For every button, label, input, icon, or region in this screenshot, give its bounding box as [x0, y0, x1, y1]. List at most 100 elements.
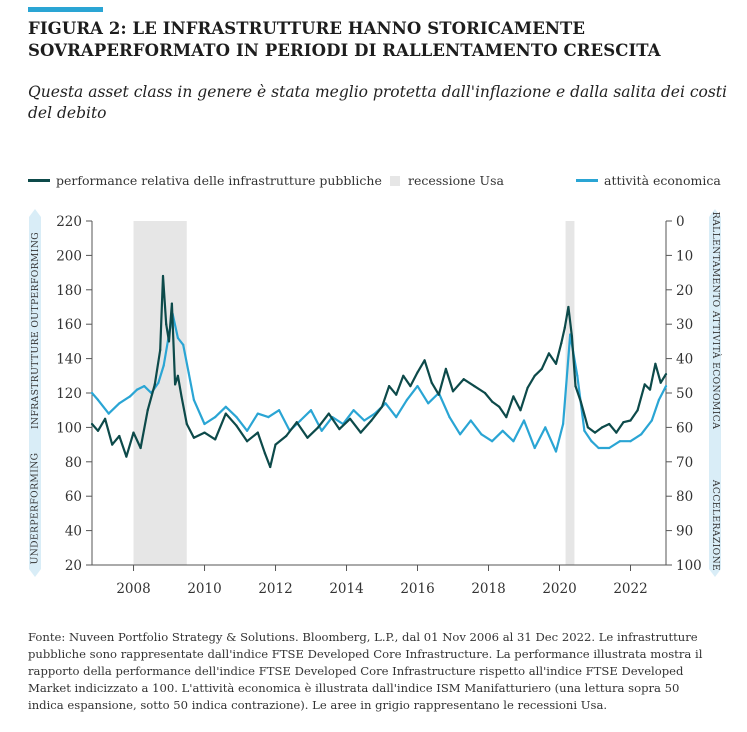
- series-0-point-29: [285, 434, 288, 438]
- x-tick-label-2: 2012: [258, 581, 292, 597]
- series-1-point-5: [136, 388, 139, 391]
- legend-swatch-recessione: [390, 175, 400, 186]
- series-0-point-70: [601, 426, 604, 429]
- left-tick-label-9: 200: [56, 248, 82, 264]
- series-0-point-61: [554, 362, 558, 365]
- right-tick-label-4: 40: [676, 352, 693, 368]
- series-0-point-52: [491, 400, 494, 403]
- series-0-point-38: [380, 405, 384, 408]
- series-1-point-41: [469, 419, 472, 422]
- x-tick-label-6: 2020: [542, 581, 576, 597]
- series-0-point-20: [203, 431, 206, 434]
- series-0-point-0: [90, 422, 94, 426]
- series-1-point-13: [182, 343, 185, 346]
- series-0-point-48: [451, 390, 455, 393]
- legend-label-infrastrutture: performance relativa delle infrastruttur…: [56, 173, 382, 188]
- left-tick-label-1: 40: [65, 524, 82, 540]
- series-1-point-35: [405, 398, 408, 401]
- series-0-point-65: [570, 335, 574, 338]
- series-0-point-22: [224, 412, 227, 415]
- series-1-point-37: [427, 402, 430, 405]
- right-tick-label-6: 60: [676, 420, 693, 436]
- x-tick-label-5: 2018: [471, 581, 505, 597]
- left-tick-label-0: 20: [65, 558, 82, 574]
- series-0-point-28: [274, 443, 277, 446]
- series-0-point-42: [409, 385, 412, 388]
- right-axis-band-shape: [709, 209, 721, 577]
- series-0-point-36: [359, 431, 362, 434]
- series-0-point-26: [263, 452, 266, 455]
- right-tick-label-5: 50: [676, 386, 693, 402]
- series-1-point-60: [650, 419, 653, 422]
- series-1-point-34: [395, 416, 398, 419]
- series-1-point-56: [608, 446, 611, 450]
- series-1-point-8: [157, 381, 160, 384]
- axes: 20 40 60 80 100 120 140 160 180 200 220 0 10 20 30 40 50…: [56, 214, 702, 597]
- recession-band-0: [133, 221, 187, 565]
- left-tick-label-3: 80: [65, 455, 82, 471]
- x-tick-label-0: 2008: [116, 581, 150, 597]
- series-0-point-15: [174, 383, 177, 386]
- series-0-point-34: [338, 428, 341, 431]
- series-0-point-4: [118, 434, 121, 438]
- left-tick-label-6: 140: [56, 352, 82, 368]
- series-1-point-47: [533, 446, 536, 450]
- right-tick-label-0: 0: [676, 214, 685, 230]
- series-0-point-76: [643, 383, 646, 386]
- series-1-point-49: [554, 450, 558, 453]
- source-note: Fonte: Nuveen Portfolio Strategy & Solut…: [28, 630, 703, 712]
- series-1-point-23: [278, 409, 281, 412]
- series-0-point-2: [104, 417, 107, 420]
- series-1-point-6: [143, 385, 146, 388]
- series-0-point-74: [629, 419, 632, 422]
- series-0-point-50: [473, 385, 476, 388]
- x-tick-label-1: 2010: [187, 581, 221, 597]
- series-0-point-78: [654, 362, 657, 365]
- series-1-point-27: [320, 429, 323, 432]
- series-0-point-10: [159, 348, 162, 352]
- series-0-point-37: [370, 419, 373, 422]
- series-1-point-42: [480, 433, 483, 436]
- series-1-point-18: [224, 405, 227, 408]
- legend-item-attivita: attività economica: [576, 173, 721, 188]
- left-axis-band: [29, 209, 41, 577]
- x-tick-label-7: 2022: [613, 581, 647, 597]
- series-0-point-27: [269, 465, 272, 469]
- legend-swatch-infrastrutture: [28, 179, 50, 182]
- series-0-point-18: [185, 422, 188, 426]
- series-0-point-73: [622, 421, 625, 424]
- series-1-point-54: [590, 440, 593, 443]
- series-0-point-5: [125, 455, 128, 458]
- series-1-point-59: [640, 433, 643, 436]
- series-1-point-55: [597, 446, 600, 450]
- series-1-point-0: [90, 391, 94, 395]
- recession-bands: [133, 221, 575, 565]
- series-0-point-23: [235, 424, 238, 427]
- series-0-point-39: [388, 385, 391, 388]
- series-0-point-77: [648, 388, 652, 391]
- left-tick-label-10: 220: [56, 214, 82, 230]
- series-0-point-16: [176, 374, 179, 377]
- legend-swatch-attivita: [576, 179, 598, 182]
- series-0-point-54: [505, 416, 508, 419]
- series-lines: [90, 274, 668, 469]
- legend-item-recessione: recessione Usa: [390, 173, 504, 188]
- left-tick-label-4: 100: [56, 420, 82, 436]
- series-0-point-66: [574, 385, 577, 388]
- series-0-point-32: [317, 426, 320, 429]
- series-1-point-30: [352, 409, 355, 412]
- left-tick-label-5: 120: [56, 386, 82, 402]
- right-tick-label-8: 80: [676, 489, 693, 505]
- series-0-point-25: [256, 431, 259, 434]
- series-1-point-46: [522, 419, 526, 422]
- series-1-point-22: [267, 416, 270, 419]
- series-1-point-36: [416, 385, 419, 388]
- x-tick-label-3: 2014: [329, 581, 363, 597]
- recession-band-1: [565, 221, 575, 565]
- left-tick-label-8: 180: [56, 283, 82, 299]
- series-0-point-60: [547, 352, 551, 355]
- series-0-point-40: [395, 393, 398, 396]
- right-tick-label-3: 30: [676, 317, 693, 333]
- right-axis-band: [709, 209, 721, 577]
- series-0-point-62: [560, 342, 563, 345]
